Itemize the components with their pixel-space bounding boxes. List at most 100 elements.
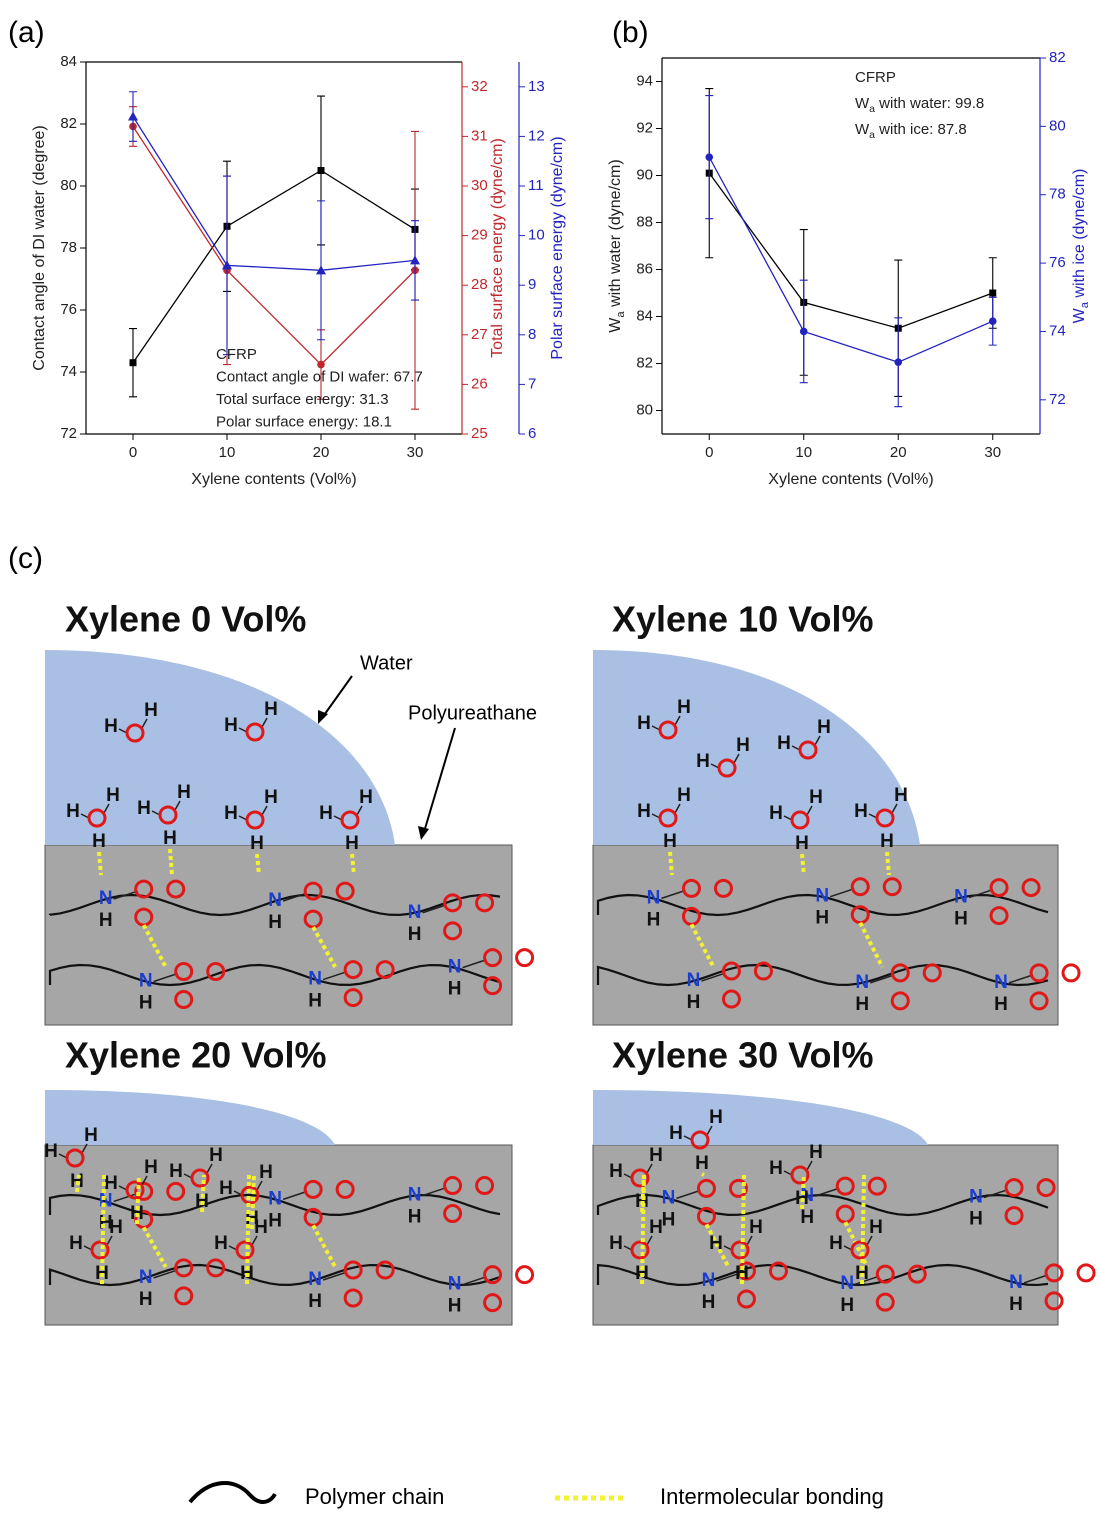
covalent-bond — [113, 890, 138, 900]
y3-tick-label: 11 — [528, 177, 544, 194]
oxygen-atom — [1004, 1206, 1024, 1226]
oxygen-atom — [721, 961, 741, 981]
covalent-bond — [81, 1143, 88, 1154]
oxygen-atom — [443, 1204, 463, 1224]
oxygen-atom — [790, 1165, 810, 1185]
y3-tick-label: 12 — [528, 127, 545, 144]
y3-tick-label: 8 — [528, 326, 536, 343]
oxygen-atom — [1029, 991, 1049, 1011]
atom-label: H — [855, 994, 869, 1015]
y-tick-label: 78 — [60, 239, 77, 256]
atom-label: H — [954, 909, 968, 930]
atom-label: H — [345, 833, 359, 854]
covalent-bond — [356, 805, 363, 816]
atom-label: H — [687, 992, 701, 1013]
oxygen-atom — [375, 960, 395, 980]
covalent-bond — [422, 904, 447, 914]
water-drop — [45, 650, 395, 845]
atom-label: H — [66, 801, 80, 822]
oxygen-atom — [483, 976, 503, 996]
marker — [410, 255, 420, 265]
water-drop — [593, 650, 920, 845]
y3-tick-label: 7 — [528, 375, 536, 392]
oxygen-atom — [713, 878, 733, 898]
oxygen-atom — [206, 1258, 226, 1278]
y2-tick-label: 26 — [471, 375, 488, 392]
covalent-bond — [983, 1188, 1009, 1199]
oxygen-atom — [475, 1176, 495, 1196]
oxygen-atom — [736, 1289, 756, 1309]
atom-label: N — [139, 1267, 153, 1288]
x-axis-label: Xylene contents (Vol%) — [768, 471, 933, 488]
oxygen-atom — [235, 1240, 255, 1260]
x-tick-label: 0 — [129, 444, 137, 461]
y2-tick-label: 76 — [1049, 254, 1066, 271]
oxygen-atom — [166, 1181, 186, 1201]
covalent-bond — [646, 1163, 653, 1174]
oxygen-atom — [515, 1265, 535, 1285]
atom-label: H — [92, 831, 106, 852]
y-tick-label: 84 — [60, 53, 77, 70]
oxygen-atom — [240, 1185, 260, 1205]
covalent-bond — [261, 717, 268, 728]
oxygen-atom — [867, 1176, 887, 1196]
oxygen-atom — [1044, 1291, 1064, 1311]
oxygen-atom — [335, 881, 355, 901]
oxygen-atom — [443, 921, 463, 941]
oxygen-atom — [768, 1261, 788, 1281]
y-tick-label: 90 — [636, 166, 653, 183]
covalent-bond — [462, 1275, 487, 1286]
atom-label: H — [769, 803, 783, 824]
atom-label: H — [969, 1209, 983, 1230]
atom-label: H — [104, 1173, 118, 1194]
atom-label: N — [1009, 1272, 1023, 1293]
atom-label: H — [662, 1209, 676, 1230]
polymer-chain — [48, 893, 501, 917]
atom-label: H — [254, 1217, 268, 1238]
atom-label: H — [139, 1289, 153, 1310]
atom-label: H — [44, 1141, 58, 1162]
intermolecular-bond — [858, 921, 885, 968]
oxygen-atom — [166, 879, 186, 899]
covalent-bond — [733, 753, 740, 764]
polymer-layer — [44, 1144, 513, 1326]
atom-label: H — [769, 1158, 783, 1179]
atom-label: H — [268, 912, 282, 933]
covalent-bond — [968, 888, 994, 899]
y-tick-label: 88 — [636, 213, 653, 230]
intermolecular-bond — [135, 1174, 141, 1225]
x-tick-label: 30 — [407, 444, 424, 461]
atom-label: N — [662, 1187, 676, 1208]
oxygen-atom — [303, 881, 323, 901]
covalent-bond — [206, 1163, 213, 1174]
atom-label: H — [749, 1217, 763, 1238]
series-line — [132, 126, 416, 366]
polymer-label: Polyureathane — [408, 702, 537, 724]
atom-label: N — [308, 1269, 322, 1290]
oxygen-atom — [90, 1240, 110, 1260]
oxygen-atom — [850, 1240, 870, 1260]
y-tick-label: 72 — [60, 425, 77, 442]
covalent-bond — [815, 1187, 840, 1197]
atom-label: N — [448, 957, 462, 978]
y2-axis-label: Total surface energy (dyne/cm) — [489, 138, 506, 358]
atom-label: H — [894, 785, 908, 806]
atom-label: H — [177, 782, 191, 803]
atom-label: N — [647, 887, 661, 908]
atom-label: H — [224, 715, 238, 736]
oxygen-atom — [343, 960, 363, 980]
covalent-bond — [256, 1180, 263, 1191]
atom-label: H — [214, 1233, 228, 1254]
atom-label: H — [359, 787, 373, 808]
atom-label: H — [264, 787, 278, 808]
y3-tick-label: 6 — [528, 425, 536, 442]
oxygen-atom — [174, 1286, 194, 1306]
marker — [989, 289, 997, 297]
x-tick-label: 0 — [705, 444, 713, 461]
atom-label: H — [259, 1162, 273, 1183]
covalent-bond — [706, 1125, 713, 1136]
oxygen-atom — [343, 1288, 363, 1308]
atom-label: H — [800, 1207, 814, 1228]
covalent-bond — [1023, 1274, 1049, 1284]
